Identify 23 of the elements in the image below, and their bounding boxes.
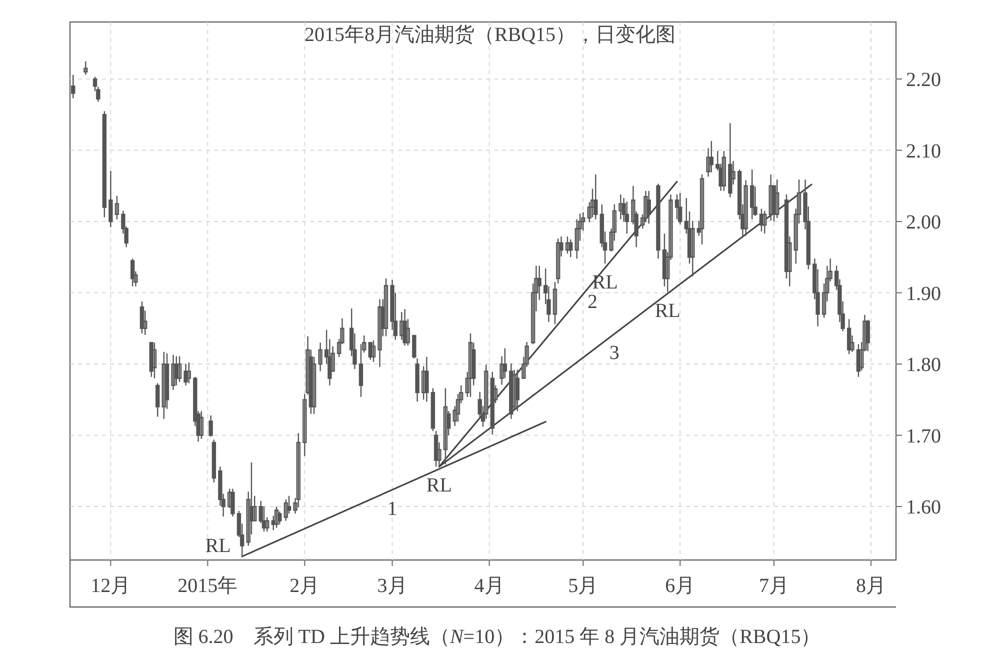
x-tick-label: 3月: [377, 575, 408, 597]
annotation: 1: [387, 497, 398, 520]
x-tick-label: 6月: [665, 575, 696, 597]
annotation: RL: [654, 300, 680, 322]
y-tick-label: 2.00: [906, 212, 941, 234]
y-tick-label: 1.80: [906, 354, 941, 376]
x-tick-label: 2015年: [178, 575, 238, 597]
x-tick-label: 12月: [90, 575, 131, 597]
x-tick-label: 8月: [856, 575, 886, 597]
y-tick-label: 1.70: [906, 425, 941, 448]
annotation: RL: [426, 474, 452, 496]
y-tick-label: 1.60: [906, 496, 941, 519]
y-tick-label: 2.10: [906, 140, 941, 162]
y-tick-label: 2.20: [906, 69, 941, 92]
y-tick-label: 1.90: [906, 282, 941, 305]
chart-title: 2015年8月汽油期货（RBQ15），日变化图: [304, 24, 676, 46]
annotation: 3: [609, 342, 620, 364]
x-tick-label: 2月: [290, 575, 320, 597]
x-tick-label: 5月: [568, 575, 598, 597]
annotation: RL: [205, 534, 231, 557]
x-tick-label: 7月: [758, 575, 789, 597]
x-tick-label: 4月: [474, 575, 504, 597]
caption: 图 6.20 系列 TD 上升趋势线（N=10）：2015 年 8 月汽油期货（RBQ15）: [173, 626, 821, 648]
